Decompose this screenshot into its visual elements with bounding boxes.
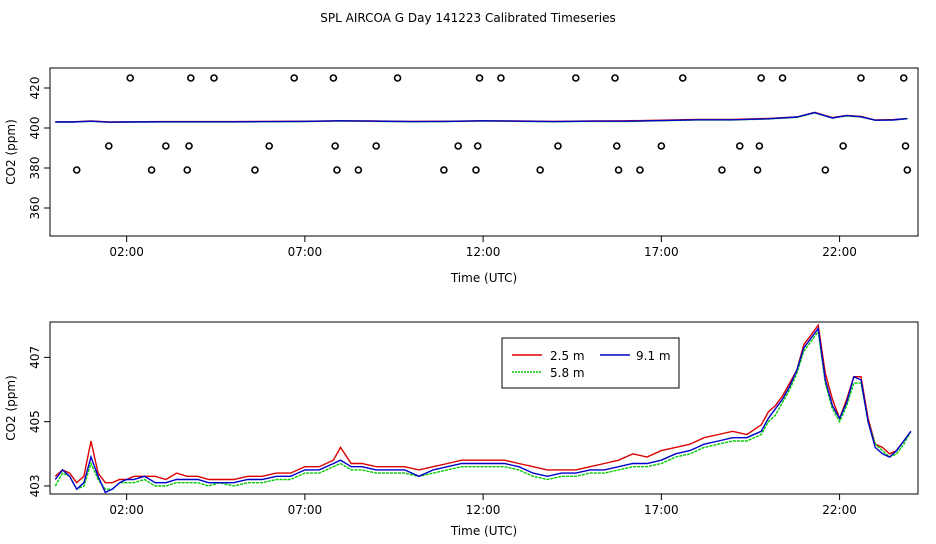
- bottom-panel: CO2 (ppm) Time (UTC) 02:00 07:00 12:00 17:0…: [4, 321, 919, 538]
- calibration-point: [472, 166, 480, 174]
- legend: 2.5 m 9.1 m 5.8 m: [501, 337, 680, 389]
- legend-label-5-8m: 5.8 m: [550, 366, 585, 380]
- bottom-x-tick-label: 02:00: [109, 503, 144, 517]
- bottom-series-2-5-m: [54, 323, 912, 484]
- calibration-point: [105, 142, 113, 150]
- calibration-point: [187, 74, 195, 82]
- calibration-point: [735, 142, 744, 150]
- calibration-point: [901, 142, 910, 150]
- page-title: SPL AIRCOA G Day 141223 Calibrated Times…: [320, 11, 615, 25]
- bottom-x-axis-label: Time (UTC): [450, 524, 517, 538]
- calibration-point: [329, 74, 338, 82]
- calibration-point: [657, 142, 666, 150]
- top-y-ticks: 360 380 400 420: [28, 77, 50, 220]
- calibration-point: [473, 142, 482, 150]
- legend-label-9-1m: 9.1 m: [636, 349, 671, 363]
- calibration-point: [162, 142, 170, 150]
- top-y-tick-label: 380: [28, 157, 42, 180]
- calibration-point: [718, 166, 726, 174]
- calibration-point: [778, 74, 787, 82]
- bottom-y-tick-label: 407: [28, 346, 42, 369]
- top-x-tick-label: 12:00: [466, 245, 501, 259]
- calibration-point: [333, 166, 341, 174]
- bottom-x-tick-label: 07:00: [288, 503, 323, 517]
- calibration-point: [185, 142, 193, 150]
- bottom-y-ticks: 403 405 407: [28, 346, 50, 498]
- top-y-tick-label: 420: [28, 77, 42, 100]
- top-x-ticks: 02:00 07:00 12:00 17:00 22:00: [109, 236, 857, 259]
- top-x-tick-label: 02:00: [109, 245, 144, 259]
- bottom-x-ticks: 02:00 07:00 12:00 17:00 22:00: [109, 494, 857, 517]
- calibration-point: [372, 142, 380, 150]
- top-y-tick-label: 400: [28, 117, 42, 140]
- calibration-point: [821, 166, 830, 174]
- calibration-point: [571, 74, 580, 82]
- bottom-plot-frame: [49, 321, 919, 495]
- calibration-point: [72, 166, 81, 174]
- calibration-point: [454, 142, 462, 150]
- bottom-series-9-1-m: [54, 326, 912, 494]
- calibration-point: [611, 74, 619, 82]
- bottom-x-tick-label: 17:00: [644, 503, 679, 517]
- top-y-axis-label: CO2 (ppm): [4, 119, 18, 185]
- calibration-point: [536, 166, 544, 174]
- calibration-point: [753, 166, 762, 174]
- calibration-point: [554, 142, 562, 150]
- calibration-point: [612, 142, 621, 150]
- top-series-lines: [55, 111, 908, 123]
- bottom-y-axis-label: CO2 (ppm): [4, 375, 18, 441]
- calibration-point: [755, 142, 764, 150]
- calibration-point: [126, 74, 135, 82]
- calibration-point: [265, 142, 274, 150]
- calibration-point: [354, 166, 363, 174]
- calibration-point: [331, 142, 339, 150]
- calibration-point: [210, 74, 218, 82]
- top-x-tick-label: 07:00: [288, 245, 323, 259]
- calibration-point: [614, 166, 623, 174]
- top-y-tick-label: 360: [28, 197, 42, 220]
- calibration-point: [857, 74, 865, 82]
- top-panel: CO2 (ppm) Time (UTC) 02:00 07:00 12:00 17:0…: [4, 67, 919, 285]
- calibration-point: [899, 74, 908, 82]
- top-x-axis-label: Time (UTC): [450, 271, 517, 285]
- bottom-series-5-8-m: [54, 329, 912, 491]
- calibration-point: [497, 74, 505, 82]
- top-x-tick-label: 17:00: [644, 245, 679, 259]
- calibration-point: [251, 166, 259, 174]
- calibration-point: [183, 166, 192, 174]
- bottom-x-tick-label: 12:00: [466, 503, 501, 517]
- bottom-y-tick-label: 403: [28, 475, 42, 498]
- calibration-point: [475, 74, 484, 82]
- calibration-point: [839, 142, 847, 150]
- top-series-9-1-m: [55, 111, 908, 123]
- legend-label-2-5m: 2.5 m: [550, 349, 585, 363]
- top-plot-frame: [49, 67, 919, 237]
- bottom-series-lines: [54, 323, 912, 494]
- top-calibration-points: [72, 74, 912, 174]
- calibration-point: [440, 166, 448, 174]
- calibration-point: [903, 166, 912, 174]
- calibration-point: [290, 74, 298, 82]
- calibration-point: [147, 166, 156, 174]
- top-x-tick-label: 22:00: [822, 245, 857, 259]
- calibration-point: [393, 74, 402, 82]
- bottom-x-tick-label: 22:00: [822, 503, 857, 517]
- calibration-point: [678, 74, 687, 82]
- calibration-point: [757, 74, 765, 82]
- calibration-point: [636, 166, 644, 174]
- legend-box: [501, 337, 680, 389]
- bottom-y-tick-label: 405: [28, 410, 42, 433]
